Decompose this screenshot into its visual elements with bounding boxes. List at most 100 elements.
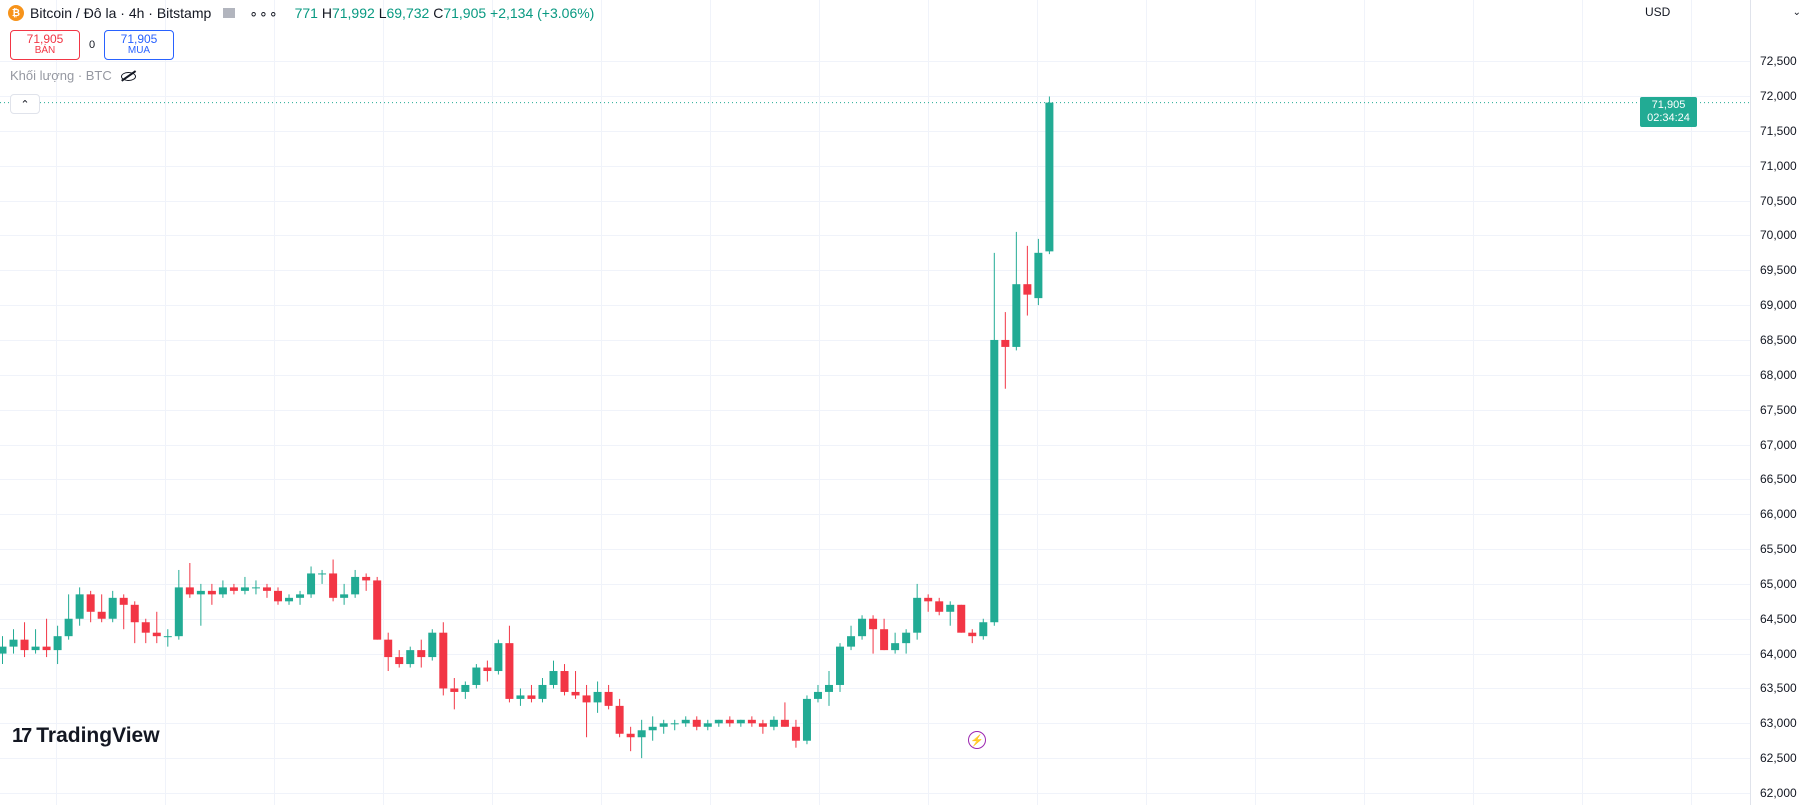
- candle-body: [858, 618, 867, 637]
- candle-body: [780, 719, 789, 727]
- y-tick-label: 69,000: [1760, 298, 1797, 312]
- candle: [174, 569, 183, 640]
- candle: [42, 618, 51, 658]
- candle: [791, 719, 800, 748]
- y-tick-label: 63,000: [1760, 716, 1797, 730]
- currency-label: USD: [1645, 5, 1671, 19]
- flag-icon[interactable]: [223, 8, 236, 18]
- candle: [1023, 245, 1032, 316]
- candle: [593, 681, 602, 713]
- candle: [152, 611, 161, 644]
- candle: [296, 590, 305, 605]
- candle-body: [1023, 284, 1032, 295]
- candle-body: [968, 632, 977, 637]
- candle: [946, 601, 955, 626]
- candle: [9, 629, 18, 654]
- spread-value: 0: [88, 39, 96, 51]
- symbol-title[interactable]: Bitcoin / Đô la · 4h · Bitstamp: [30, 5, 212, 21]
- candle-body: [924, 597, 933, 602]
- candle: [527, 684, 536, 703]
- candle-body: [847, 636, 856, 647]
- hidden-eye-icon[interactable]: [120, 70, 136, 82]
- tradingview-mark-icon: 17: [12, 724, 32, 747]
- candle-body: [571, 691, 580, 696]
- candle: [1012, 231, 1021, 351]
- candle-body: [659, 723, 668, 727]
- y-tick-label: 69,500: [1760, 263, 1797, 277]
- y-tick-label: 63,500: [1760, 681, 1797, 695]
- ohlc-values: 771 H71,992 L69,732 C71,905 +2,134 (+3.0…: [295, 5, 595, 21]
- candle: [880, 618, 889, 651]
- candle: [395, 650, 404, 668]
- change-value: +2,134 (+3.06%): [490, 5, 595, 21]
- low-label: L: [378, 5, 387, 21]
- candle-body: [20, 639, 29, 651]
- high-value: 71,992: [331, 5, 375, 21]
- low-value: 69,732: [386, 5, 430, 21]
- candle-body: [428, 632, 437, 658]
- price-axis[interactable]: 62,000 62,500 63,000 63,500 64,000 64,500 65,0…: [1750, 0, 1819, 805]
- candle: [461, 681, 470, 699]
- candle: [450, 677, 459, 710]
- candle: [979, 618, 988, 640]
- candle-body: [549, 671, 558, 685]
- candle: [913, 583, 922, 640]
- candle: [64, 594, 73, 640]
- candle-body: [318, 573, 327, 575]
- candle: [681, 716, 690, 727]
- candle-body: [229, 587, 238, 591]
- candle: [714, 719, 723, 727]
- candle: [1001, 312, 1010, 389]
- sell-button[interactable]: 71,905 BÁN: [10, 30, 80, 60]
- candle-body: [593, 691, 602, 703]
- y-tick-label: 68,500: [1760, 333, 1797, 347]
- currency-selector[interactable]: USD ⌄: [1639, 0, 1809, 24]
- candle: [692, 716, 701, 731]
- bitcoin-icon[interactable]: ₿: [8, 5, 24, 21]
- candle: [957, 604, 966, 633]
- y-tick-label: 71,000: [1760, 159, 1797, 173]
- candle: [538, 677, 547, 703]
- candle: [163, 629, 172, 647]
- candle-body: [406, 650, 415, 665]
- more-options-icon[interactable]: ∘∘∘: [249, 4, 279, 21]
- candle-body: [152, 632, 161, 637]
- candle-body: [42, 646, 51, 651]
- candle: [384, 632, 393, 672]
- y-tick-label: 64,500: [1760, 612, 1797, 626]
- candle-body: [637, 730, 646, 738]
- candle: [703, 719, 712, 731]
- candle: [924, 594, 933, 612]
- candle-body: [86, 594, 95, 612]
- flash-icon[interactable]: ⚡: [968, 731, 986, 749]
- candle: [935, 597, 944, 616]
- candle-body: [670, 723, 679, 725]
- candle: [758, 719, 767, 734]
- candle-body: [196, 590, 205, 595]
- buy-button[interactable]: 71,905 MUA: [104, 30, 174, 60]
- candle-body: [340, 594, 349, 598]
- tradingview-logo[interactable]: 17 TradingView: [12, 724, 160, 748]
- candle: [0, 636, 7, 665]
- candle-body: [681, 719, 690, 724]
- candle-body: [296, 594, 305, 598]
- candle: [307, 566, 316, 598]
- candle-body: [384, 639, 393, 658]
- grid-lines: [0, 0, 1750, 805]
- candle: [185, 562, 194, 598]
- candle-body: [505, 643, 514, 699]
- y-tick-label: 70,500: [1760, 194, 1797, 208]
- candle-body: [836, 646, 845, 685]
- candle-body: [791, 726, 800, 741]
- candle: [769, 716, 778, 731]
- candle-body: [218, 587, 227, 595]
- candle: [20, 622, 29, 658]
- collapse-legend-button[interactable]: ⌃: [10, 94, 40, 114]
- candle-body: [395, 657, 404, 665]
- candle-body: [362, 576, 371, 581]
- volume-indicator[interactable]: Khối lượng · BTC: [10, 68, 136, 83]
- candle: [990, 252, 999, 626]
- candle: [902, 629, 911, 654]
- y-tick-label: 64,000: [1760, 647, 1797, 661]
